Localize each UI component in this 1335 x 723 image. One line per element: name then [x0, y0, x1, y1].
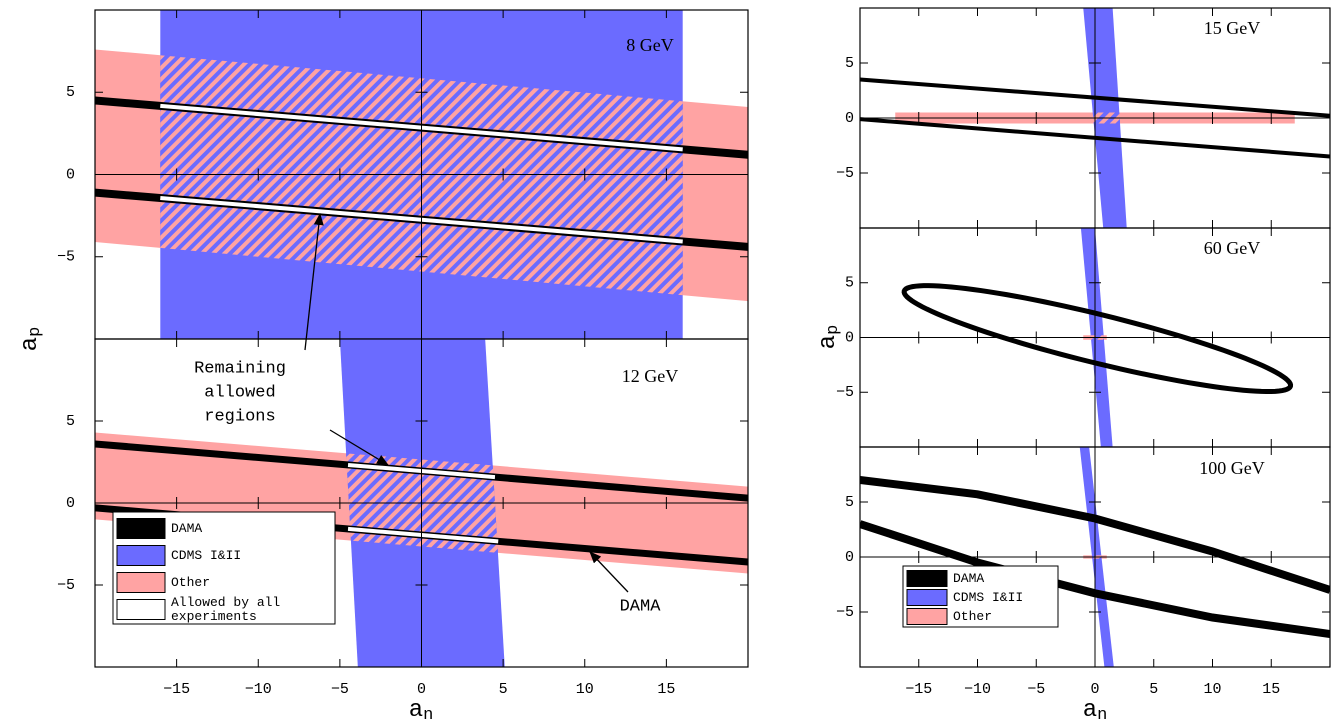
y-tick-label: −5	[836, 604, 854, 621]
x-tick-label: 5	[1149, 681, 1158, 698]
legend-swatch	[116, 545, 166, 566]
x-tick-label: −5	[1027, 681, 1045, 698]
legend-swatch	[116, 518, 166, 539]
x-tick-label: 10	[576, 681, 594, 698]
arrow	[589, 551, 629, 593]
y-tick-label: 0	[845, 110, 854, 127]
arrow	[304, 213, 324, 351]
legend: DAMA CDMS I&II Other Allowed by all experim…	[112, 511, 336, 625]
x-tick-label: 10	[1203, 681, 1221, 698]
y-tick-label: 0	[845, 329, 854, 346]
band-line	[347, 526, 499, 544]
panel-label: 15 GeV	[1204, 18, 1261, 38]
annotation-text: allowed	[204, 383, 275, 402]
label-sub: p	[824, 325, 843, 335]
x-tick-label: −15	[905, 681, 932, 698]
label-base: a	[1083, 697, 1097, 723]
label-base: a	[815, 335, 842, 349]
annotation-text: regions	[204, 407, 275, 426]
arrow	[329, 429, 389, 466]
legend-label: DAMA	[171, 520, 203, 536]
legend-label-box: DAMA	[953, 570, 985, 586]
plot-area	[95, 10, 748, 339]
legend-label: CDMS I&II	[953, 589, 1024, 605]
panel: −5 0 5 8 GeV ap	[17, 9, 749, 352]
x-tick-label: 0	[417, 681, 426, 698]
y-tick-label: 5	[845, 494, 854, 511]
x-axis-label: an	[409, 697, 434, 723]
panel: −15 −10 −5 0 5 10 15 −5 0 5 100 GeV an DAMA CDMS I&II…	[836, 446, 1331, 723]
legend-label-box: DAMA	[171, 520, 203, 536]
legend-label: Other	[171, 574, 211, 590]
label-sub: n	[1097, 706, 1107, 723]
x-tick-label: −10	[245, 681, 272, 698]
legend-label-box: CDMS I&II	[171, 547, 242, 563]
x-tick-label: 5	[499, 681, 508, 698]
y-axis-label: ap	[815, 325, 843, 350]
y-tick-label: 0	[66, 495, 75, 512]
panel: −5 0 5 15 GeV ap	[815, 7, 1331, 350]
legend-label: DAMA	[953, 570, 985, 586]
panel-label: 12 GeV	[622, 366, 679, 386]
legend-label: Allowed by all experiments	[171, 596, 281, 623]
legend-swatch	[116, 599, 166, 620]
legend: DAMA CDMS I&II Other	[902, 565, 1059, 628]
x-tick-label: −15	[163, 681, 190, 698]
y-tick-label: 5	[845, 55, 854, 72]
y-tick-label: 0	[845, 549, 854, 566]
x-tick-label: −5	[331, 681, 349, 698]
y-tick-label: 5	[845, 275, 854, 292]
x-tick-label: −10	[964, 681, 991, 698]
panel-label: 8 GeV	[626, 35, 674, 55]
y-tick-label: −5	[836, 165, 854, 182]
x-tick-label: 15	[1262, 681, 1280, 698]
legend-label-box: Other	[171, 574, 211, 590]
y-tick-label: −5	[836, 384, 854, 401]
label-sub: n	[423, 706, 433, 723]
panel-label: 60 GeV	[1204, 238, 1261, 258]
annotation-text: DAMA	[620, 597, 662, 616]
legend-label: Other	[953, 608, 993, 624]
panel: −5 0 5 60 GeV	[836, 227, 1331, 448]
legend-label-box: Allowed by all experiments	[171, 596, 281, 623]
x-axis-label: an	[1083, 697, 1108, 723]
panel-label: 100 GeV	[1199, 458, 1265, 478]
x-tick-label: 0	[1090, 681, 1099, 698]
ellipse-band	[901, 283, 1294, 395]
x-tick-label: 15	[657, 681, 675, 698]
label-sub: p	[26, 327, 45, 337]
y-tick-label: 5	[66, 413, 75, 430]
legend-label-box: CDMS I&II	[953, 589, 1024, 605]
panel: −15 −10 −5 0 5 10 15 −5 0 5 12 GeV an DAMA CDMS I&II O…	[57, 338, 749, 723]
label-base: a	[17, 337, 44, 351]
y-tick-label: −5	[57, 577, 75, 594]
annotation-text: Remaining	[194, 359, 286, 378]
legend-swatch	[906, 570, 948, 587]
y-axis-label: ap	[17, 327, 45, 352]
legend-label: CDMS I&II	[171, 547, 242, 563]
y-tick-label: −5	[57, 249, 75, 266]
y-tick-label: 5	[66, 84, 75, 101]
legend-swatch	[116, 572, 166, 593]
annotations: Remaining allowed regions DAMA	[194, 213, 662, 616]
y-tick-label: 0	[66, 166, 75, 183]
legend-label-box: Other	[953, 608, 993, 624]
label-base: a	[409, 697, 423, 723]
legend-swatch	[906, 608, 948, 625]
legend-swatch	[906, 589, 948, 606]
